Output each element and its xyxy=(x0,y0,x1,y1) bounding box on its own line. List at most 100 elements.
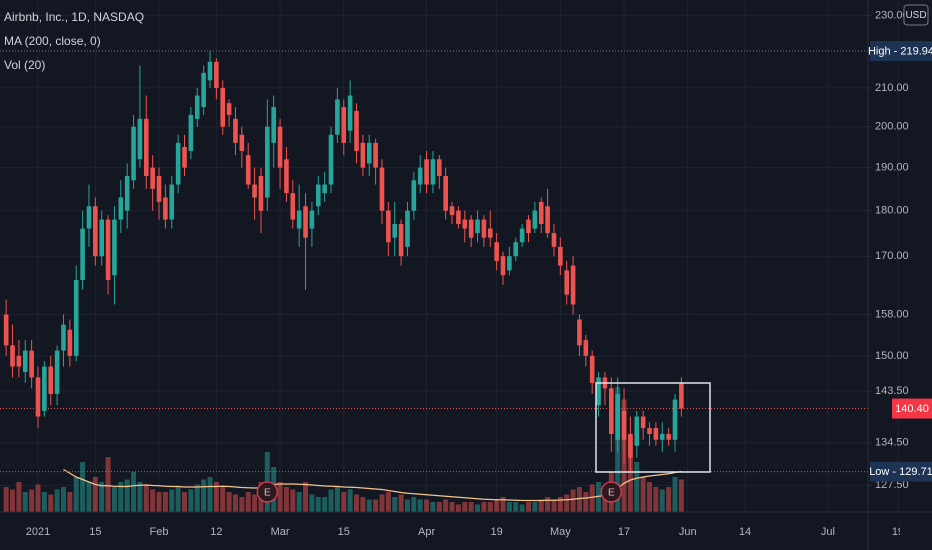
candle-body xyxy=(456,210,461,225)
candle-body xyxy=(551,233,557,247)
candle-body xyxy=(182,146,187,168)
candle-body xyxy=(507,256,512,271)
volume-bar xyxy=(10,489,16,512)
candle-body xyxy=(80,228,85,280)
candle-body xyxy=(105,219,111,280)
candle-body xyxy=(653,428,659,440)
candle-body xyxy=(61,324,66,351)
earnings-label: E xyxy=(608,488,615,499)
currency-label[interactable]: USD xyxy=(905,10,926,21)
candle-body xyxy=(354,110,359,152)
candle-body xyxy=(417,167,423,185)
volume-bar xyxy=(124,479,130,512)
candle-body xyxy=(296,210,302,229)
candle-body xyxy=(265,126,270,198)
candle-body xyxy=(118,197,124,220)
candle-body xyxy=(437,159,442,177)
candle-body xyxy=(659,433,665,440)
candle-body xyxy=(93,206,98,257)
volume-bar xyxy=(137,482,143,512)
volume-bar xyxy=(513,502,519,512)
volume-bar xyxy=(303,482,309,512)
volume-bar xyxy=(532,502,538,512)
candle-body xyxy=(679,382,684,409)
volume-bar xyxy=(86,482,92,512)
candle-body xyxy=(175,142,181,185)
candle-body xyxy=(405,210,410,247)
volume-bar xyxy=(443,499,449,512)
candle-body xyxy=(169,184,175,220)
y-tick-label: 158.00 xyxy=(875,308,909,320)
candle-body xyxy=(538,201,544,225)
candle-body xyxy=(519,228,525,243)
candle-body xyxy=(48,366,54,394)
volume-bar xyxy=(35,484,41,512)
candle-body xyxy=(468,219,474,238)
x-axis: 2021 15 Feb 12 Mar 15 Apr 19 May 17 Jun 14 Jul 19 xyxy=(26,526,900,538)
candle-body xyxy=(634,416,640,446)
candle-body xyxy=(558,246,563,266)
volume-bar xyxy=(634,462,640,512)
volume-bar xyxy=(111,487,117,512)
volume-bar xyxy=(494,499,500,512)
candle-body xyxy=(137,118,143,160)
x-tick-label: Apr xyxy=(418,526,435,538)
currency-button[interactable]: USD xyxy=(903,4,929,26)
indicator-label[interactable]: Vol (20) xyxy=(4,58,45,72)
volume-bar xyxy=(60,487,66,512)
candle-body xyxy=(54,350,60,394)
volume-bar xyxy=(589,484,595,512)
volume-bar xyxy=(328,489,334,512)
candle-body xyxy=(570,265,576,305)
x-tick-label: 14 xyxy=(739,526,751,538)
candle-body xyxy=(271,107,276,143)
volume-bar xyxy=(175,487,181,512)
candle-body xyxy=(621,410,627,440)
x-tick-label: May xyxy=(550,526,571,538)
candle-body xyxy=(328,134,334,185)
candle-body xyxy=(487,228,493,238)
volume-bar xyxy=(73,477,79,512)
volume-bar xyxy=(296,492,302,512)
volume-bar xyxy=(430,502,436,512)
volume-bar xyxy=(475,504,481,512)
candle-body xyxy=(124,176,130,211)
candle-body xyxy=(73,279,79,356)
volume-bar xyxy=(640,477,646,512)
last_price-tag xyxy=(892,398,932,419)
candle-body xyxy=(226,103,232,115)
price-axis: 127.50 134.50 143.50 150.00 158.00 170.00 180.… xyxy=(868,9,909,491)
candle-body xyxy=(628,433,633,458)
volume-bar xyxy=(379,494,385,512)
candle-body xyxy=(513,242,519,257)
candle-body xyxy=(284,159,289,194)
currency-box[interactable] xyxy=(903,4,929,26)
candle-body xyxy=(277,126,283,168)
y-tick-label: 170.00 xyxy=(875,250,909,262)
volume-bar xyxy=(334,487,340,512)
candle-body xyxy=(99,219,104,257)
candle-body xyxy=(150,167,155,189)
volume-bar xyxy=(232,494,238,512)
low_marker-tag-label: Low - 129.71 xyxy=(869,466,932,478)
volume-bar xyxy=(519,504,525,512)
volume-bar xyxy=(551,499,557,512)
candle-body xyxy=(462,219,468,229)
volume-bar xyxy=(105,457,111,512)
volume-bar xyxy=(220,487,226,512)
y-tick-label: 210.00 xyxy=(875,82,909,94)
candle-body xyxy=(647,428,652,434)
indicator-label[interactable]: MA (200, close, 0) xyxy=(4,34,101,48)
volume-bar xyxy=(417,499,423,512)
candle-body xyxy=(309,210,315,229)
candle-body xyxy=(207,61,213,81)
candle-body xyxy=(201,72,206,108)
volume-bar xyxy=(436,502,442,512)
candle-body xyxy=(22,350,28,372)
volume-bar xyxy=(398,494,404,512)
volume-bar xyxy=(678,479,684,512)
candle-body xyxy=(532,210,538,229)
candle-body xyxy=(112,219,117,276)
